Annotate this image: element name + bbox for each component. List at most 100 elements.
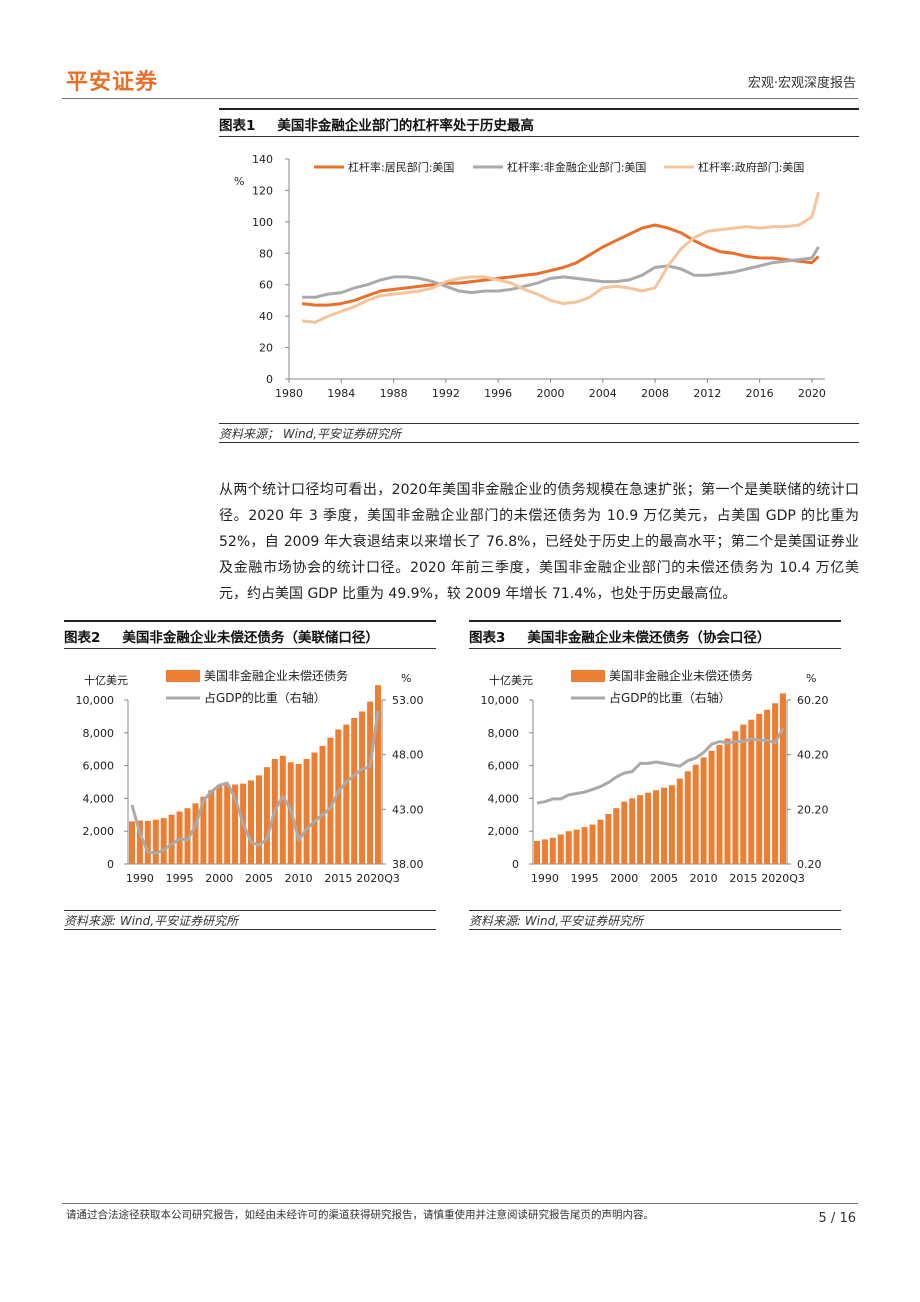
bar bbox=[192, 803, 199, 864]
bar bbox=[216, 785, 223, 864]
bar bbox=[208, 790, 215, 864]
left-tick-label: 2,000 bbox=[83, 825, 115, 838]
bar bbox=[541, 839, 548, 864]
ratio-line bbox=[536, 727, 785, 805]
figure3-source-rule bbox=[469, 910, 841, 911]
footer-divider bbox=[62, 1203, 858, 1204]
series-line-1 bbox=[301, 223, 820, 307]
x-tick-label: 1984 bbox=[327, 387, 355, 400]
bar bbox=[748, 719, 755, 864]
figure1-title: 美国非金融企业部门的杠杆率处于历史最高 bbox=[277, 118, 534, 134]
right-tick-label: 60.20 bbox=[797, 694, 829, 707]
bar bbox=[653, 790, 659, 864]
right-tick-label: 40.20 bbox=[797, 749, 829, 762]
y-tick-label: 80 bbox=[259, 247, 273, 260]
bar bbox=[129, 821, 135, 864]
y-tick-label: 120 bbox=[252, 184, 273, 197]
figure3-title-rule bbox=[469, 648, 841, 649]
bar bbox=[661, 787, 667, 864]
bar bbox=[343, 724, 350, 864]
bar bbox=[637, 795, 644, 864]
legend-label-1: 杠杆率:居民部门:美国 bbox=[348, 160, 454, 174]
ratio-line bbox=[130, 710, 380, 855]
x-tick-label: 1980 bbox=[275, 387, 303, 400]
legend-label-2: 杠杆率:非金融企业部门:美国 bbox=[507, 160, 646, 174]
bar bbox=[549, 837, 556, 864]
y-axis-unit: % bbox=[234, 175, 244, 188]
left-tick-label: 6,000 bbox=[83, 760, 115, 773]
body-paragraph: 从两个统计口径均可看出，2020年美国非金融企业的债务规模在急速扩张；第一个是美… bbox=[219, 482, 859, 602]
x-tick-label: 2020Q3 bbox=[761, 872, 805, 885]
bar bbox=[295, 764, 302, 864]
x-tick-label: 2000 bbox=[536, 387, 564, 400]
leverage-line-chart: 0 20 40 60 80 100 120 140% 1980 1984 1988 1992 1996 2… bbox=[234, 153, 826, 400]
bar bbox=[152, 819, 159, 864]
legend-bar-label: 美国非金融企业未偿还债务 bbox=[204, 668, 348, 683]
bar bbox=[573, 829, 580, 864]
y-tick-label: 140 bbox=[252, 153, 273, 166]
bar bbox=[375, 685, 381, 864]
bar bbox=[232, 784, 239, 864]
bar bbox=[168, 814, 175, 864]
y-tick-label: 20 bbox=[259, 342, 273, 355]
bar bbox=[319, 745, 326, 864]
left-tick-label: 10,000 bbox=[76, 694, 115, 707]
right-tick-label: 53.00 bbox=[392, 694, 424, 707]
y-tick-label: 0 bbox=[266, 373, 273, 386]
right-tick-label: 43.00 bbox=[392, 803, 424, 816]
figure2-top-rule bbox=[64, 620, 436, 622]
figure2-source: 资料来源: Wind,平安证券研究所 bbox=[64, 914, 239, 928]
x-tick-label: 2005 bbox=[650, 872, 678, 885]
bar bbox=[605, 814, 612, 864]
bar bbox=[565, 831, 572, 864]
figure2-source-rule bbox=[64, 910, 436, 911]
bar bbox=[676, 778, 683, 864]
bar bbox=[136, 820, 143, 864]
bar bbox=[613, 808, 620, 864]
left-tick-label: 0 bbox=[512, 858, 519, 871]
series-line-3 bbox=[301, 191, 820, 324]
figure1-label: 图表1 bbox=[219, 118, 256, 134]
bar bbox=[597, 819, 604, 864]
right-tick-label: 48.00 bbox=[392, 749, 424, 762]
bar bbox=[708, 750, 715, 864]
x-tick-label: 2012 bbox=[693, 387, 721, 400]
left-tick-label: 0 bbox=[107, 858, 114, 871]
left-tick-label: 8,000 bbox=[488, 727, 520, 740]
x-tick-label: 2020 bbox=[798, 387, 826, 400]
bar bbox=[144, 821, 151, 864]
figure1-title-row: 图表1 美国非金融企业部门的杠杆率处于历史最高 bbox=[219, 114, 534, 134]
bar bbox=[160, 818, 167, 864]
bar bbox=[335, 729, 342, 864]
header-divider bbox=[62, 98, 858, 99]
figure2-title-row: 图表2 美国非金融企业未偿还债务（美联储口径） bbox=[64, 626, 379, 646]
footer-disclaimer: 请通过合法途径获取本公司研究报告，如经由未经许可的渠道获得研究报告，请慎重使用并… bbox=[66, 1209, 654, 1221]
x-tick-label: 2010 bbox=[690, 872, 718, 885]
x-tick-label: 2000 bbox=[610, 872, 638, 885]
figure3-bottom-rule bbox=[469, 929, 841, 930]
x-tick-label: 2015 bbox=[729, 872, 757, 885]
x-tick-label: 2004 bbox=[589, 387, 617, 400]
bar bbox=[764, 709, 771, 864]
x-tick-label: 1990 bbox=[126, 872, 154, 885]
bar bbox=[248, 780, 254, 864]
figure1-source: 资料来源； Wind,平安证券研究所 bbox=[219, 427, 402, 441]
x-tick-label: 1988 bbox=[380, 387, 408, 400]
fed-debt-bar-chart: 0 2,000 4,000 6,000 8,000 10,000 38.00 43.00 48.… bbox=[76, 668, 424, 885]
bar bbox=[359, 711, 366, 864]
figure3-top-rule bbox=[469, 620, 841, 622]
legend-bar-swatch bbox=[166, 670, 200, 682]
figure2-title: 美国非金融企业未偿还债务（美联储口径） bbox=[122, 630, 379, 646]
x-tick-label: 1996 bbox=[484, 387, 512, 400]
left-axis-unit: 十亿美元 bbox=[84, 673, 128, 687]
bar bbox=[279, 755, 286, 864]
bar bbox=[303, 759, 310, 864]
left-tick-label: 4,000 bbox=[83, 792, 115, 805]
legend-bar-swatch bbox=[571, 670, 605, 682]
x-tick-label: 1995 bbox=[571, 872, 599, 885]
figure1-source-rule bbox=[219, 423, 859, 424]
bar bbox=[780, 693, 786, 864]
y-tick-label: 100 bbox=[252, 216, 273, 229]
legend-line-label: 占GDP的比重（右轴） bbox=[204, 690, 326, 705]
figure2-label: 图表2 bbox=[64, 630, 101, 646]
